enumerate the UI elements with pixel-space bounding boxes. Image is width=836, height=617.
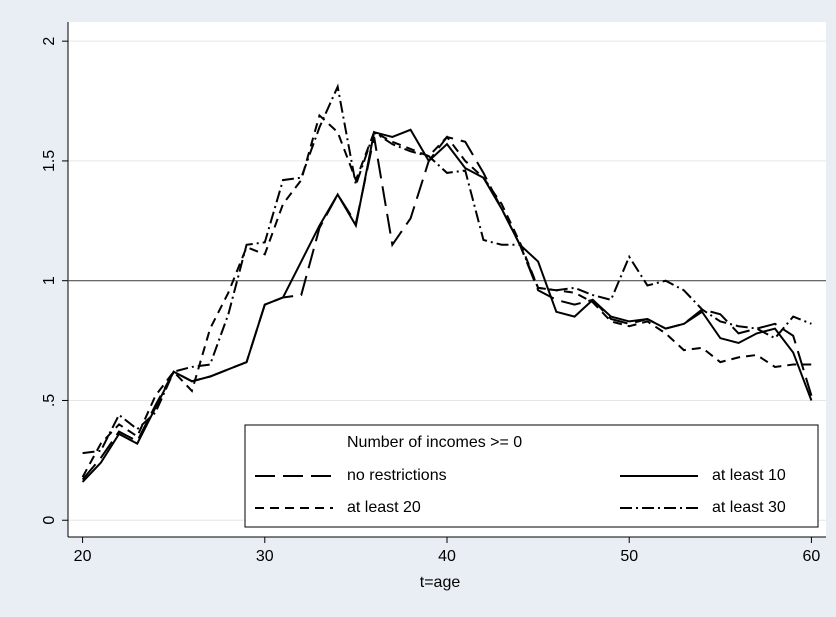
y-tick-label: 0 (41, 516, 58, 525)
x-tick-label: 60 (803, 548, 821, 565)
x-tick-label: 50 (620, 548, 638, 565)
y-tick-label: 1 (41, 276, 58, 285)
legend-label: at least 10 (712, 467, 786, 484)
y-tick-label: 2 (41, 37, 58, 46)
y-tick-label: .5 (41, 394, 58, 407)
series-line (81, 128, 813, 483)
legend-label: no restrictions (347, 467, 447, 484)
x-tick-label: 30 (256, 548, 274, 565)
y-tick-label: 1.5 (41, 150, 58, 172)
legend-title: Number of incomes >= 0 (347, 434, 522, 451)
x-axis-label: t=age (420, 574, 461, 591)
legend-label: at least 20 (347, 499, 421, 516)
x-tick-label: 20 (74, 548, 92, 565)
series-line (82, 83, 812, 455)
series-line (81, 113, 812, 478)
legend-box (244, 424, 819, 528)
legend-label: at least 30 (712, 499, 786, 516)
x-tick-label: 40 (438, 548, 456, 565)
